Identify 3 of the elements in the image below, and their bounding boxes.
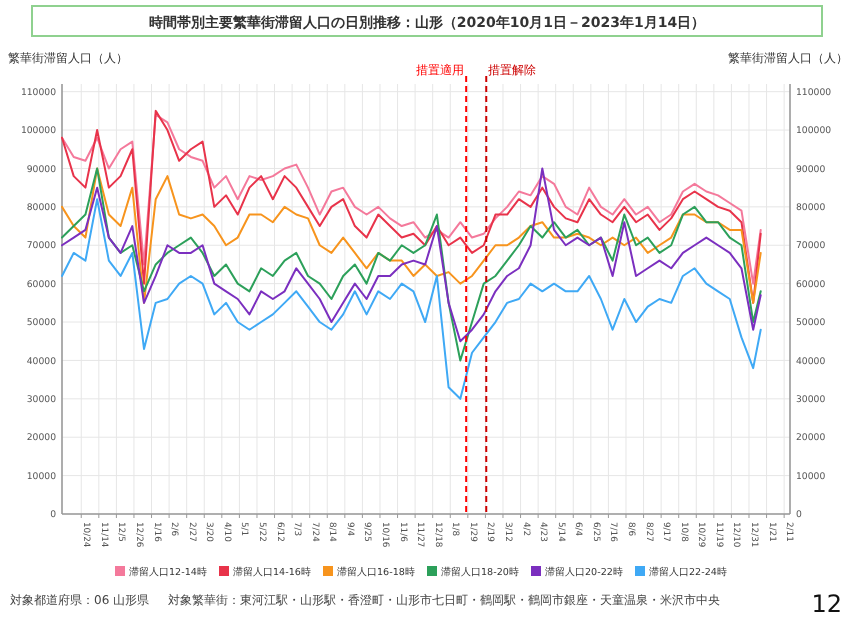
text: 12 (811, 590, 842, 618)
line-series (61, 167, 762, 304)
line-series (61, 198, 762, 400)
